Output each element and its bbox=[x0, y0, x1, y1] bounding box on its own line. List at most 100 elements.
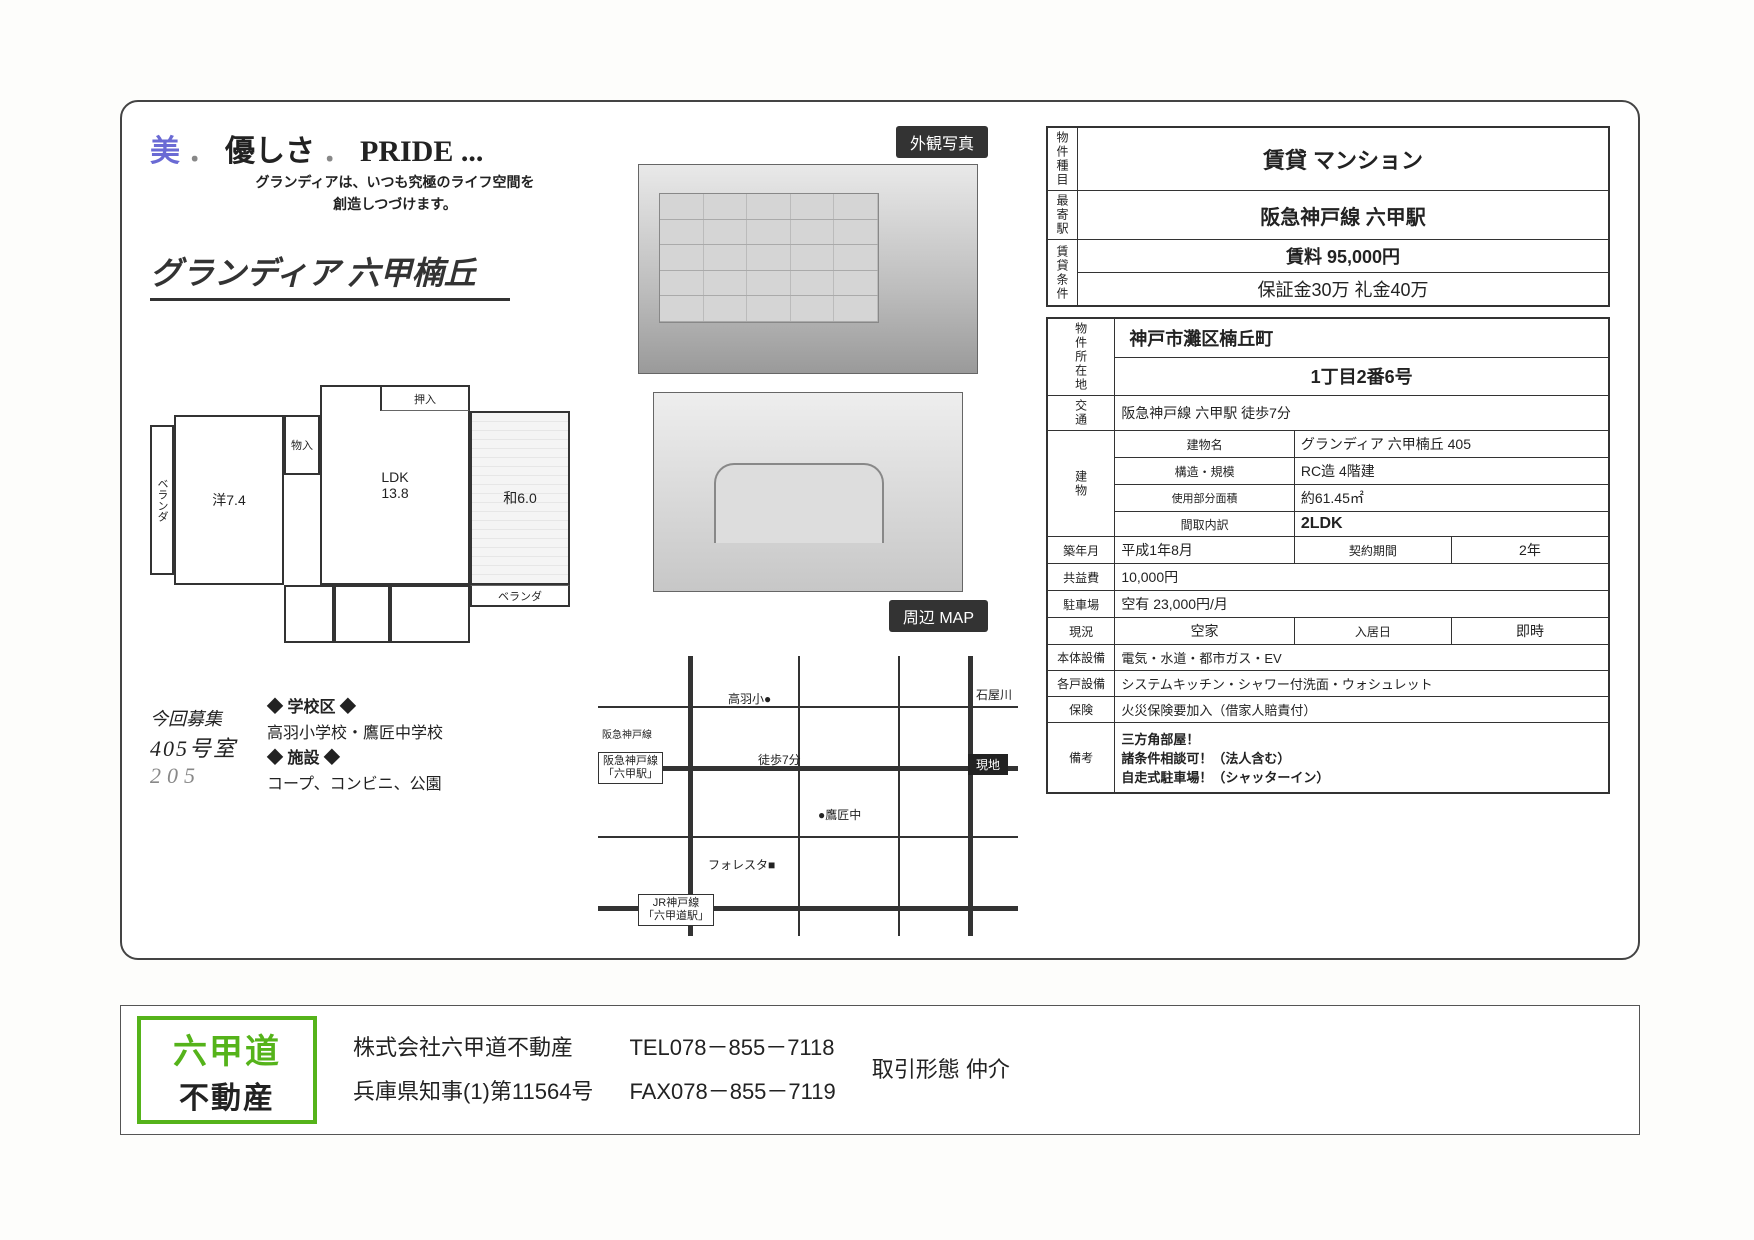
spec-struct-v: RC造 4階建 bbox=[1294, 458, 1608, 485]
spec-kyoeki-v: 10,000円 bbox=[1115, 564, 1609, 591]
spec-equip1-v: 電気・水道・都市ガス・EV bbox=[1115, 645, 1609, 671]
slogan-sub2: 創造しつづけます。 bbox=[210, 194, 580, 214]
spec-addr-h: 物件所在地 bbox=[1048, 319, 1115, 396]
spec-remark-v: 三方角部屋！ 諸条件相談可！（法人含む） 自走式駐車場！（シャッターイン） bbox=[1115, 723, 1609, 793]
area-map: 現地 徒歩7分 高羽小● 石屋川 フォレスタ■ ●鷹匠中 阪急神戸線 阪急神戸線… bbox=[598, 656, 1018, 936]
map-ishiya: 石屋川 bbox=[976, 686, 1012, 703]
property-name: グランディア 六甲楠丘 bbox=[150, 248, 580, 294]
map-takaha: 高羽小● bbox=[728, 690, 771, 707]
spec-built-h: 築年月 bbox=[1048, 537, 1115, 564]
spec-top: 物件種目 賃貸 マンション 最寄駅 阪急神戸線 六甲駅 賃貸条件 賃料 95,0… bbox=[1046, 126, 1610, 307]
fax: FAX078－855－7119 bbox=[629, 1070, 835, 1114]
spec-layout-h: 間取内訳 bbox=[1115, 512, 1295, 537]
spec-layout-v: 2LDK bbox=[1294, 512, 1608, 537]
spec-kyoeki-h: 共益費 bbox=[1048, 564, 1115, 591]
school-text: 高羽小学校・鷹匠中学校 bbox=[267, 721, 443, 747]
spec-bname-v: グランディア 六甲楠丘 405 bbox=[1294, 431, 1608, 458]
license-no: 兵庫県知事(1)第11564号 bbox=[353, 1070, 593, 1114]
toilet bbox=[284, 585, 334, 643]
map-station1a: 阪急神戸線 bbox=[603, 755, 658, 768]
tel: TEL078－855－7118 bbox=[629, 1026, 835, 1070]
spec-type-h: 物件種目 bbox=[1048, 128, 1078, 191]
slogan-pride: PRIDE ... bbox=[360, 135, 483, 168]
badge-map: 周辺 MAP bbox=[889, 600, 988, 632]
spec-bld-h: 建物 bbox=[1048, 431, 1115, 537]
area-notes: ◆ 学校区 ◆ 高羽小学校・鷹匠中学校 ◆ 施設 ◆ コープ、コンビニ、公園 bbox=[267, 695, 443, 797]
recruit-sub: 205 bbox=[150, 763, 237, 789]
footer-deal: 取引形態 仲介 bbox=[872, 1048, 1010, 1092]
slogan-kind: 優しさ bbox=[225, 135, 315, 168]
spec-addr1: 神戸市灘区楠丘町 bbox=[1115, 319, 1609, 358]
facility-text: コープ、コンビニ、公園 bbox=[267, 772, 443, 798]
spec-ins-h: 保険 bbox=[1048, 697, 1115, 723]
listing-sheet: 美 ． 優しさ ． PRIDE ... グランディアは、いつも究極のライフ空間を… bbox=[120, 100, 1640, 960]
map-site: 現地 bbox=[968, 754, 1008, 775]
logo-line1: 六甲道 bbox=[173, 1024, 281, 1073]
map-rail-label: 阪急神戸線 bbox=[602, 726, 652, 741]
spec-station-h: 最寄駅 bbox=[1048, 191, 1078, 240]
spec-column: 物件種目 賃貸 マンション 最寄駅 阪急神戸線 六甲駅 賃貸条件 賃料 95,0… bbox=[1046, 126, 1610, 934]
map-foresta: フォレスタ■ bbox=[708, 856, 775, 873]
recruit-room: 405号室 bbox=[150, 731, 237, 763]
footer-company: 株式会社六甲道不動産 兵庫県知事(1)第11564号 bbox=[353, 1026, 593, 1114]
entrance bbox=[390, 585, 470, 643]
balcony-west: ベランダ bbox=[150, 425, 174, 575]
map-station2b: 「六甲道駅」 bbox=[643, 910, 709, 923]
company-name: 株式会社六甲道不動産 bbox=[353, 1026, 593, 1070]
spec-state-h: 現況 bbox=[1048, 618, 1115, 645]
entrance-photo bbox=[653, 392, 963, 592]
spec-rent-h: 賃貸条件 bbox=[1048, 240, 1078, 306]
spec-movein-v: 即時 bbox=[1451, 618, 1608, 645]
underline bbox=[150, 298, 510, 301]
spec-area-h: 使用部分面積 bbox=[1115, 485, 1295, 512]
floorplan: ベランダ 洋7.4 物入 LDK 13.8 押入 和6.0 ベランダ bbox=[150, 365, 570, 665]
agency-footer: 六甲道 不動産 株式会社六甲道不動産 兵庫県知事(1)第11564号 TEL07… bbox=[120, 1005, 1640, 1135]
map-walk: 徒歩7分 bbox=[758, 751, 801, 768]
facility-header: ◆ 施設 ◆ bbox=[267, 746, 443, 772]
bath bbox=[334, 585, 390, 643]
spec-equip2-v: システムキッチン・シャワー付洗面・ウォシュレット bbox=[1115, 671, 1609, 697]
spec-ins-v: 火災保険要加入（借家人賠責付） bbox=[1115, 697, 1609, 723]
spec-term-v: 2年 bbox=[1451, 537, 1608, 564]
footer-contact: TEL078－855－7118 FAX078－855－7119 bbox=[629, 1026, 835, 1114]
recruit-block: 今回募集 405号室 205 bbox=[150, 705, 237, 789]
balcony-south: ベランダ bbox=[470, 585, 570, 607]
spec-struct-h: 構造・規模 bbox=[1115, 458, 1295, 485]
spec-area-v: 約61.45㎡ bbox=[1294, 485, 1608, 512]
spec-bottom: 物件所在地 神戸市灘区楠丘町 1丁目2番6号 交通 阪急神戸線 六甲駅 徒歩7分… bbox=[1046, 317, 1610, 794]
spec-equip1-h: 本体設備 bbox=[1048, 645, 1115, 671]
spec-park-v: 空有 23,000円/月 bbox=[1115, 591, 1609, 618]
map-station2a: JR神戸線 bbox=[643, 897, 709, 910]
spec-type-v: 賃貸 マンション bbox=[1078, 128, 1609, 191]
spec-rent-v1: 賃料 95,000円 bbox=[1078, 240, 1609, 273]
school-header: ◆ 学校区 ◆ bbox=[267, 695, 443, 721]
spec-bname-h: 建物名 bbox=[1115, 431, 1295, 458]
middle-column: 外観写真 周辺 MAP 現地 徒歩7分 bbox=[598, 126, 1028, 934]
spec-acc-h: 交通 bbox=[1048, 396, 1115, 431]
spec-acc-v: 阪急神戸線 六甲駅 徒歩7分 bbox=[1115, 396, 1609, 431]
exterior-photo bbox=[638, 164, 978, 374]
room-west: 洋7.4 bbox=[174, 415, 284, 585]
spec-state-v: 空家 bbox=[1115, 618, 1295, 645]
spec-remark-h: 備考 bbox=[1048, 723, 1115, 793]
oshiire: 押入 bbox=[380, 385, 470, 411]
spec-addr2: 1丁目2番6号 bbox=[1115, 357, 1609, 396]
room-ldk: LDK 13.8 bbox=[320, 385, 470, 585]
badge-photo: 外観写真 bbox=[896, 126, 988, 158]
spec-term-h: 契約期間 bbox=[1294, 537, 1451, 564]
map-station1b: 「六甲駅」 bbox=[603, 768, 658, 781]
spec-rent-v2: 保証金30万 礼金40万 bbox=[1078, 273, 1609, 306]
spec-station-v: 阪急神戸線 六甲駅 bbox=[1078, 191, 1609, 240]
slogan-sub1: グランディアは、いつも究極のライフ空間を bbox=[210, 172, 580, 192]
left-column: 美 ． 優しさ ． PRIDE ... グランディアは、いつも究極のライフ空間を… bbox=[150, 126, 580, 934]
spec-park-h: 駐車場 bbox=[1048, 591, 1115, 618]
recruit-label: 今回募集 bbox=[150, 705, 237, 731]
slogan: 美 ． 優しさ ． PRIDE ... bbox=[150, 126, 580, 170]
deal-type: 取引形態 仲介 bbox=[872, 1048, 1010, 1092]
spec-movein-h: 入居日 bbox=[1294, 618, 1451, 645]
room-tatami: 和6.0 bbox=[470, 411, 570, 585]
logo-line2: 不動産 bbox=[179, 1073, 275, 1117]
monoire: 物入 bbox=[284, 415, 320, 475]
slogan-beauty: 美 bbox=[150, 135, 180, 168]
agency-logo: 六甲道 不動産 bbox=[137, 1016, 317, 1124]
